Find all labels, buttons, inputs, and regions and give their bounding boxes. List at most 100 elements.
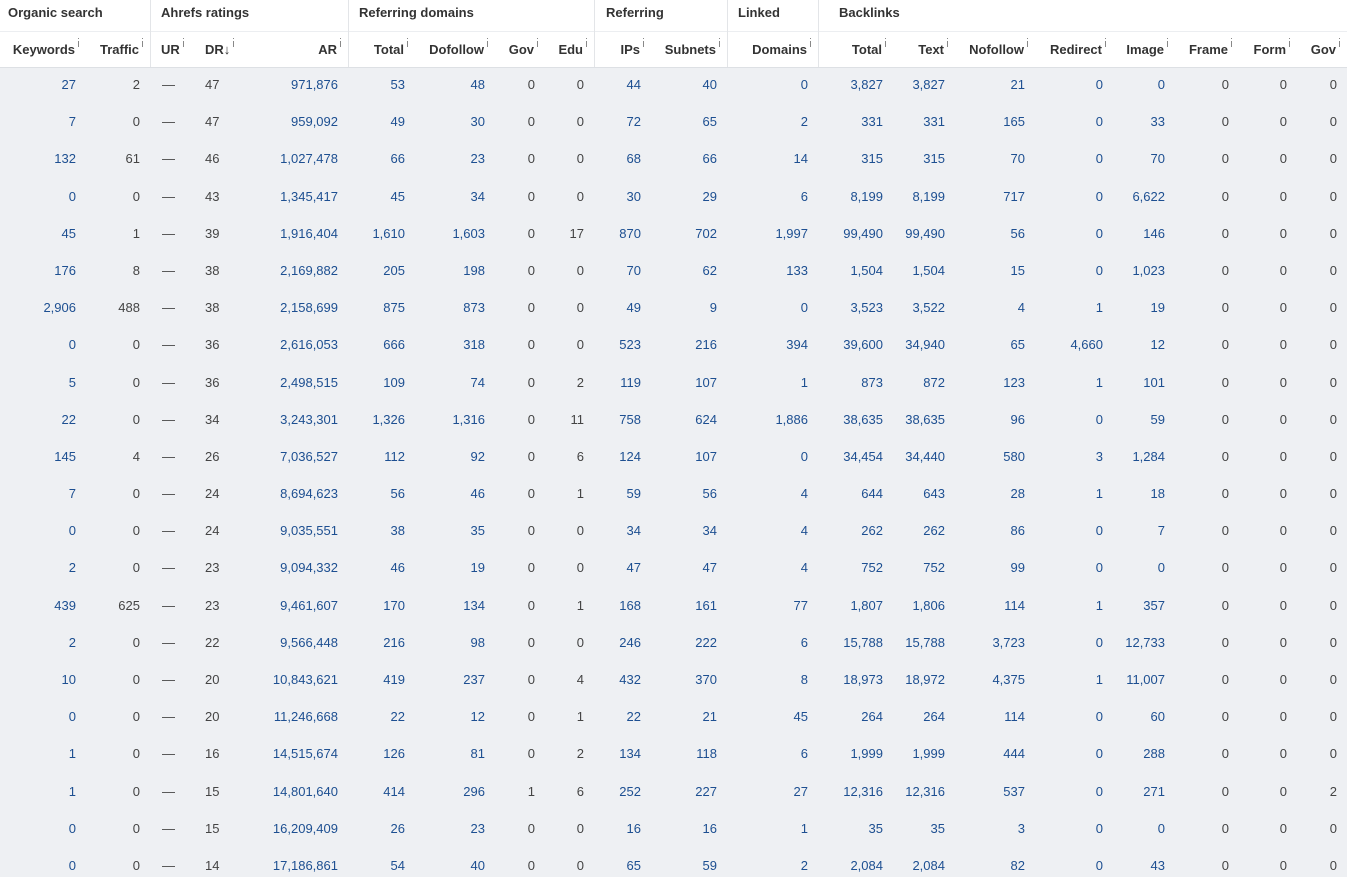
cell[interactable]: 81 [471, 746, 485, 762]
cell[interactable]: 537 [1003, 784, 1025, 800]
label[interactable]: 27 [61, 77, 76, 92]
column-header[interactable]: Edu [558, 38, 587, 58]
label[interactable]: 133 [786, 262, 808, 278]
label[interactable]: 34 [626, 523, 641, 539]
label[interactable]: 146 [1143, 225, 1165, 241]
label[interactable]: 56 [1010, 225, 1025, 241]
cell[interactable]: 3,523 [850, 300, 883, 316]
label[interactable]: Frame [1188, 42, 1228, 57]
label[interactable]: 205 [383, 262, 405, 278]
label[interactable]: 54 [390, 857, 405, 873]
cell[interactable]: 873 [861, 375, 883, 391]
cell[interactable]: 0 [1158, 77, 1165, 93]
cell[interactable]: 176 [54, 263, 76, 279]
label[interactable]: 2,616,053 [280, 337, 338, 353]
label[interactable]: 222 [695, 634, 717, 650]
label[interactable]: 4 [800, 523, 808, 539]
cell[interactable]: 96 [1011, 412, 1025, 428]
label[interactable]: 252 [619, 783, 641, 799]
label[interactable]: 702 [695, 225, 717, 241]
cell[interactable]: 0 [69, 189, 76, 205]
label[interactable]: 165 [1003, 114, 1025, 130]
cell[interactable]: 8,694,623 [280, 486, 338, 502]
label[interactable]: 14,801,640 [272, 783, 338, 799]
label[interactable]: 246 [619, 634, 641, 650]
cell[interactable]: 35 [471, 523, 485, 539]
cell[interactable]: 114 [1004, 598, 1025, 614]
info-icon[interactable] [1027, 38, 1028, 47]
cell[interactable]: 2 [69, 560, 76, 576]
cell[interactable]: 92 [471, 449, 485, 465]
cell[interactable]: 439 [54, 598, 76, 614]
label[interactable]: 8,199 [912, 188, 945, 204]
cell[interactable]: 3,522 [912, 300, 945, 316]
cell[interactable]: 49 [391, 114, 405, 130]
cell[interactable]: 11,007 [1126, 672, 1165, 688]
label[interactable]: 11,007 [1126, 672, 1165, 688]
cell[interactable]: 4 [801, 523, 808, 539]
label[interactable]: 1,027,478 [280, 151, 338, 167]
cell[interactable]: 70 [1151, 151, 1165, 167]
cell[interactable]: 4,660 [1070, 337, 1103, 353]
cell[interactable]: 21 [703, 709, 717, 725]
label[interactable]: 9 [709, 300, 717, 316]
label[interactable]: 134 [463, 597, 485, 613]
cell[interactable]: 4,375 [992, 672, 1025, 688]
column-header[interactable]: Nofollow [969, 38, 1028, 58]
cell[interactable]: 124 [619, 449, 641, 465]
label[interactable]: 0 [68, 337, 76, 353]
label[interactable]: 264 [861, 709, 883, 725]
cell[interactable]: 134 [463, 598, 485, 614]
cell[interactable]: 0 [69, 821, 76, 837]
label[interactable]: DR↓ [205, 42, 231, 57]
cell[interactable]: 9,566,448 [280, 635, 338, 651]
label[interactable]: 65 [702, 114, 717, 130]
cell[interactable]: 216 [695, 337, 717, 353]
cell[interactable]: 752 [861, 560, 883, 576]
cell[interactable]: 59 [703, 858, 717, 874]
cell[interactable]: 432 [619, 672, 641, 688]
label[interactable]: 4,375 [992, 672, 1025, 688]
label[interactable]: 56 [702, 486, 717, 502]
label[interactable]: 315 [923, 151, 945, 167]
cell[interactable]: 4 [801, 486, 808, 502]
cell[interactable]: 3 [1018, 821, 1025, 837]
column-header[interactable]: Gov [1311, 38, 1340, 58]
cell[interactable]: 34,440 [905, 449, 945, 465]
label[interactable]: 65 [626, 857, 641, 873]
cell[interactable]: 2,158,699 [280, 300, 338, 316]
cell[interactable]: 16,209,409 [273, 821, 338, 837]
label[interactable]: 0 [1095, 560, 1103, 576]
cell[interactable]: 1 [1096, 300, 1103, 316]
label[interactable]: 29 [702, 188, 717, 204]
label[interactable]: 62 [702, 262, 717, 278]
cell[interactable]: 872 [923, 375, 945, 391]
column-header[interactable]: Subnets [665, 38, 720, 58]
column-header[interactable]: Total [852, 38, 886, 58]
label[interactable]: 2,084 [912, 857, 945, 873]
label[interactable]: 0 [1095, 709, 1103, 725]
cell[interactable]: 198 [463, 263, 485, 279]
cell[interactable]: 873 [463, 300, 485, 316]
cell[interactable]: 3 [1096, 449, 1103, 465]
cell[interactable]: 2,084 [912, 858, 945, 874]
label[interactable]: 758 [619, 411, 641, 427]
cell[interactable]: 56 [391, 486, 405, 502]
cell[interactable]: 44 [627, 77, 641, 93]
cell[interactable]: 0 [1096, 263, 1103, 279]
label[interactable]: 96 [1010, 411, 1025, 427]
label[interactable]: 1,999 [912, 746, 945, 762]
label[interactable]: 0 [1157, 820, 1165, 836]
cell[interactable]: 38 [391, 523, 405, 539]
cell[interactable]: 0 [69, 858, 76, 874]
label[interactable]: 331 [861, 114, 883, 130]
label[interactable]: 537 [1003, 783, 1025, 799]
label[interactable]: 1,806 [912, 597, 945, 613]
label[interactable]: 114 [1004, 597, 1025, 613]
cell[interactable]: 86 [1011, 523, 1025, 539]
label[interactable]: 53 [390, 77, 405, 92]
cell[interactable]: 8 [801, 672, 808, 688]
label[interactable]: 1,023 [1132, 262, 1165, 278]
label[interactable]: 1,345,417 [280, 188, 338, 204]
cell[interactable]: 22 [62, 412, 76, 428]
